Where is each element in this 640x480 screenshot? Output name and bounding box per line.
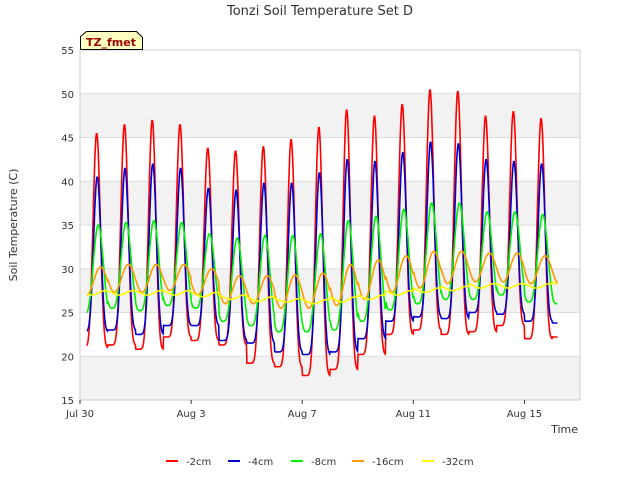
x-tick-label: Jul 30 bbox=[65, 409, 94, 420]
plot-background-bands bbox=[80, 50, 580, 400]
y-tick-label: 15 bbox=[61, 396, 74, 407]
x-tick-label: Aug 7 bbox=[288, 409, 317, 420]
y-tick-label: 35 bbox=[61, 221, 74, 232]
y-tick-label: 45 bbox=[61, 134, 74, 145]
y-tick-label: 50 bbox=[61, 90, 74, 101]
plot-band bbox=[80, 181, 580, 225]
series-line-minus-4cm bbox=[86, 141, 558, 356]
plot-frame bbox=[79, 49, 581, 401]
legend-label: -16cm bbox=[372, 457, 404, 468]
y-tick-label: 20 bbox=[61, 352, 74, 363]
legend-label: -4cm bbox=[248, 457, 273, 468]
y-axis-ticks: 15 20 25 30 35 40 45 50 55 bbox=[61, 46, 74, 407]
annotation-box: TZ_fmet bbox=[80, 31, 143, 50]
y-tick-label: 40 bbox=[61, 177, 74, 188]
annotation-box-shape bbox=[80, 31, 143, 50]
series-layer bbox=[86, 89, 559, 378]
y-tick-label: 55 bbox=[61, 46, 74, 57]
x-tick-label: Aug 3 bbox=[177, 409, 206, 420]
legend: -2cm -4cm -8cm -16cm -32cm bbox=[166, 457, 474, 468]
x-axis-ticks: Jul 30 Aug 3 Aug 7 Aug 11 Aug 15 bbox=[65, 400, 542, 420]
legend-label: -2cm bbox=[186, 457, 211, 468]
legend-label: -8cm bbox=[311, 457, 336, 468]
plot-band bbox=[80, 137, 580, 182]
x-tick-label: Aug 15 bbox=[507, 409, 542, 420]
y-axis-label: Soil Temperature (C) bbox=[7, 169, 20, 282]
y-tick-label: 25 bbox=[61, 309, 74, 320]
chart-title: Tonzi Soil Temperature Set D bbox=[226, 4, 413, 19]
series-line-minus-8cm bbox=[86, 202, 558, 333]
plot-band bbox=[80, 356, 580, 400]
x-tick-label: Aug 11 bbox=[396, 409, 431, 420]
x-axis-label: Time bbox=[550, 423, 578, 436]
annotation-label: TZ_fmet bbox=[86, 36, 136, 49]
series-line-minus-16cm bbox=[86, 250, 559, 309]
plot-band bbox=[80, 93, 580, 138]
series-line-minus-32cm bbox=[86, 281, 558, 305]
plot-band bbox=[80, 50, 580, 94]
legend-label: -32cm bbox=[442, 457, 474, 468]
plot-band bbox=[80, 225, 580, 269]
y-tick-label: 30 bbox=[61, 265, 74, 276]
